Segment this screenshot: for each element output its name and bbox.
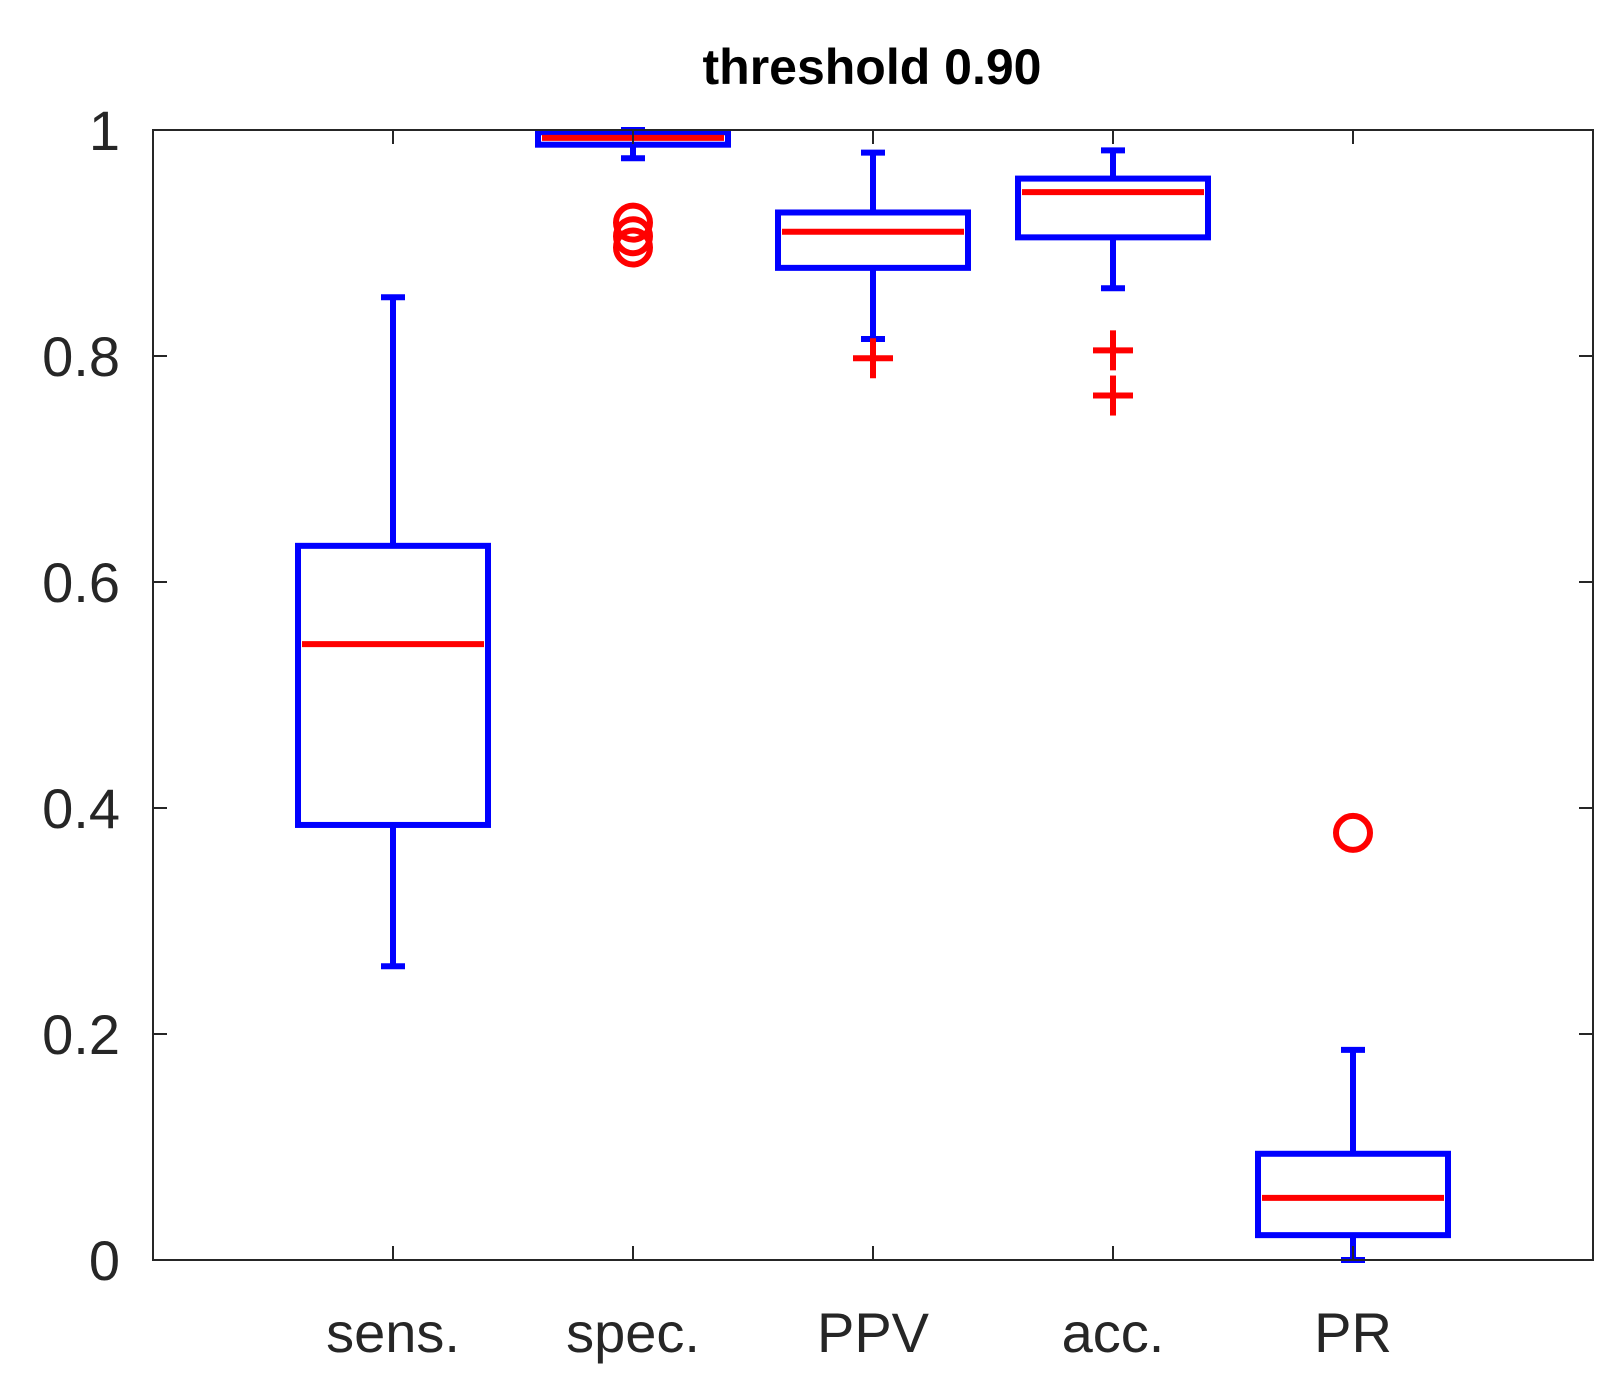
outlier-plus <box>1093 330 1133 371</box>
y-tick-label: 0.2 <box>42 1003 120 1066</box>
outlier-plus <box>853 338 893 379</box>
box-group-2 <box>775 149 971 379</box>
y-tick-label: 0.8 <box>42 325 120 388</box>
iqr-box <box>295 542 491 828</box>
y-axis: 0 0.2 0.4 0.6 0.8 1 <box>42 99 1593 1292</box>
x-tick-label: spec. <box>566 1301 700 1364</box>
chart-title: threshold 0.90 <box>703 39 1042 95</box>
outlier-circle <box>613 202 653 243</box>
chart-marks <box>295 127 1451 1263</box>
x-tick-label: PPV <box>817 1301 930 1364</box>
y-tick-label: 0.6 <box>42 551 120 614</box>
outlier-plus <box>1093 375 1133 416</box>
x-tick-label: sens. <box>326 1301 460 1364</box>
y-tick-label: 0 <box>89 1229 120 1292</box>
outlier-circle <box>613 216 653 257</box>
y-tick-label: 1 <box>89 99 120 162</box>
box-group-3 <box>1015 147 1211 416</box>
x-axis: sens. spec. PPV acc. PR <box>326 130 1392 1364</box>
x-tick-label: PR <box>1314 1301 1392 1364</box>
outlier-circle <box>1333 812 1373 853</box>
outlier-circle <box>613 227 653 268</box>
box-group-0 <box>295 294 491 970</box>
box-group-4 <box>1255 812 1451 1263</box>
iqr-box <box>1255 1150 1451 1239</box>
iqr-box <box>1015 175 1211 241</box>
y-tick-label: 0.4 <box>42 777 120 840</box>
box-group-1 <box>535 127 731 268</box>
x-tick-label: acc. <box>1062 1301 1165 1364</box>
iqr-box <box>775 209 971 271</box>
